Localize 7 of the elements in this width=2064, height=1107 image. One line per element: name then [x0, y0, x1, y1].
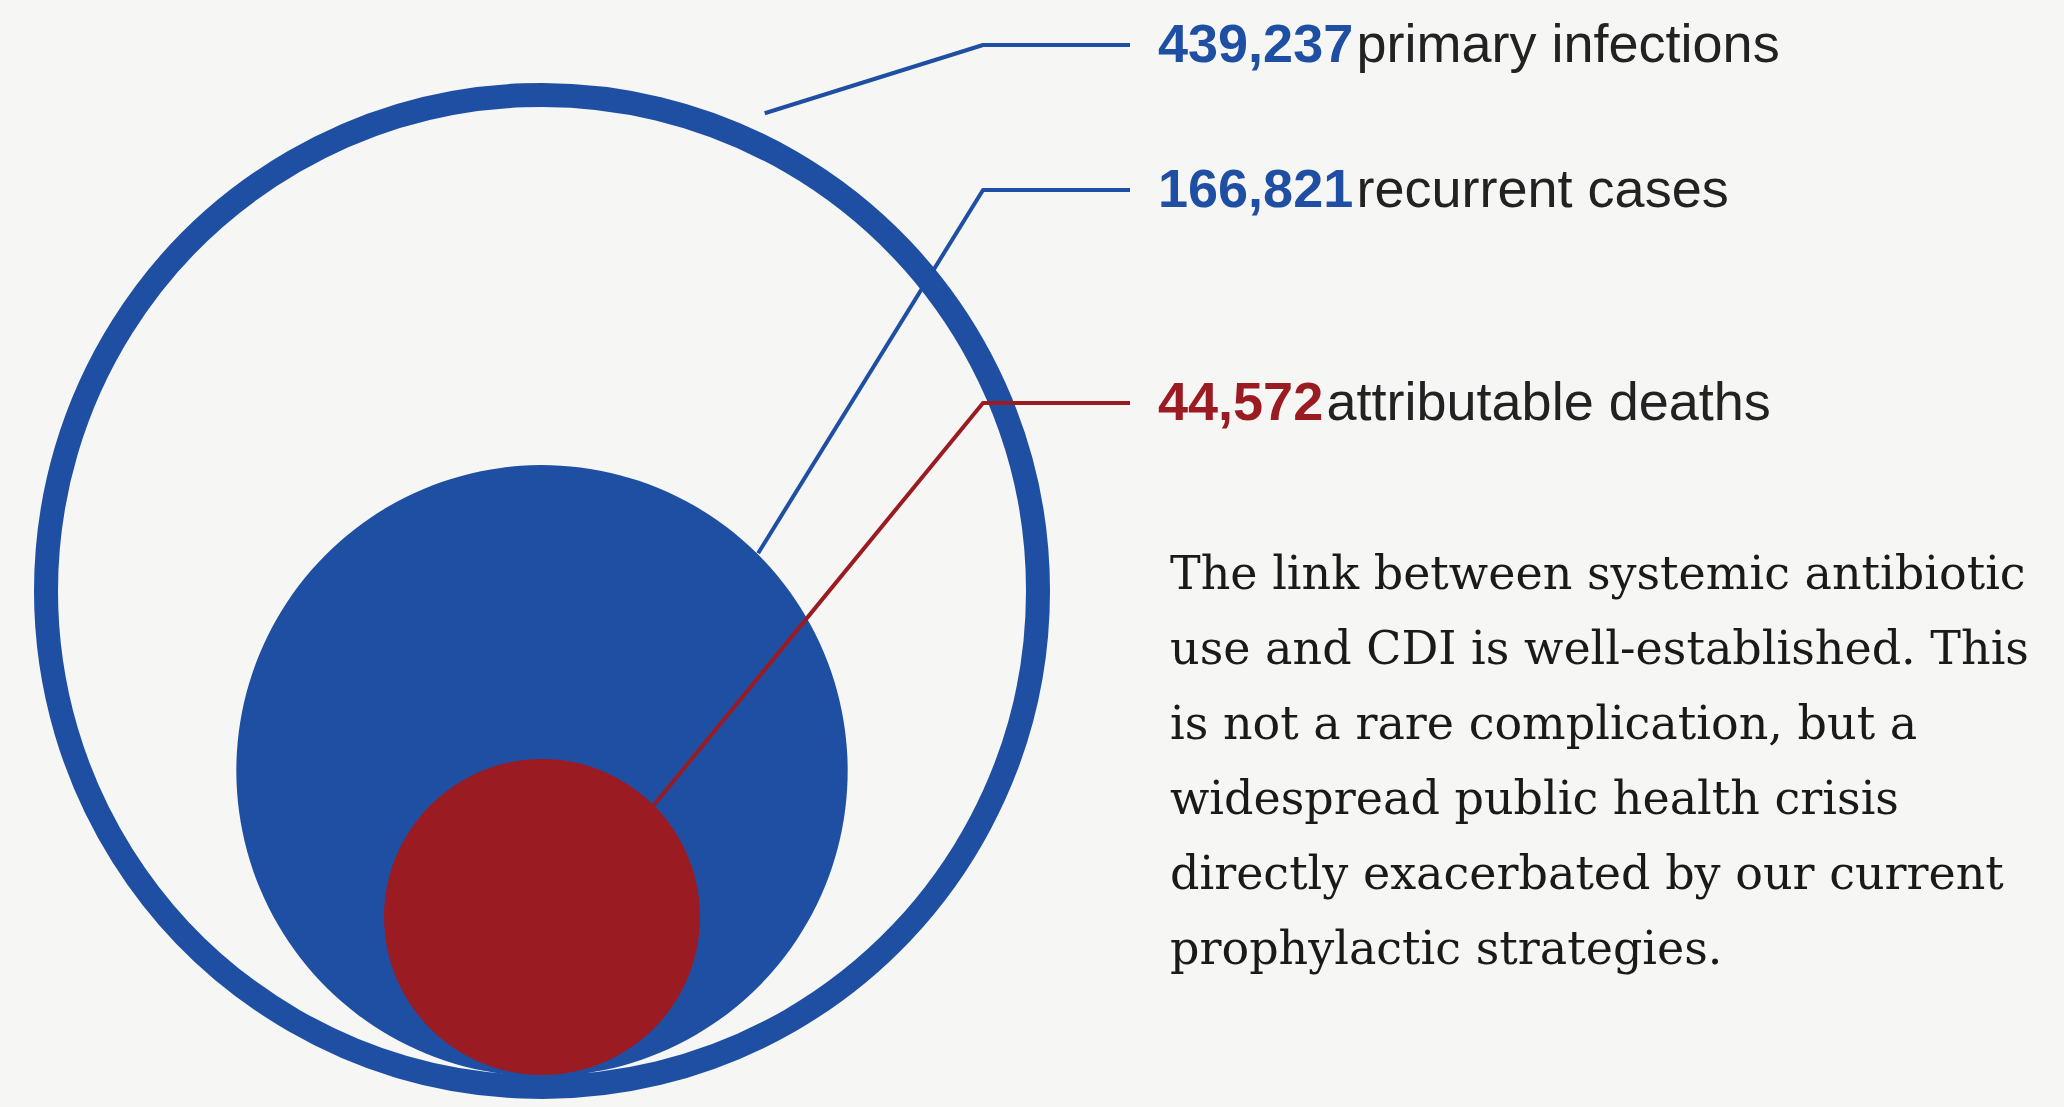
data-label: 166,821 [1158, 158, 1354, 218]
data-label: 439,237 [1158, 13, 1354, 73]
category-label: attributable deaths [1326, 371, 1771, 431]
category-label: recurrent cases [1356, 158, 1729, 218]
data-label: 44,572 [1158, 371, 1324, 431]
category-label: primary infections [1356, 13, 1780, 73]
text: The link between systemic antibiotic use and CDI is well-established. This is not a rare complication, but a widespread public health crisis directly exacerbated by our current prophylactic strategies. [1170, 545, 2044, 975]
